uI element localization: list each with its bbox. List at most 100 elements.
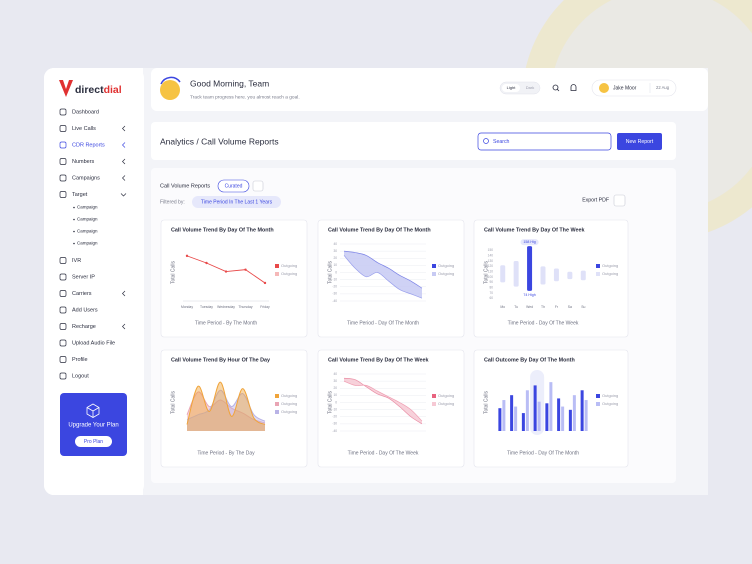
y-tick-label: -20 bbox=[332, 285, 337, 289]
nav-icon bbox=[59, 174, 67, 182]
nav-icon bbox=[59, 273, 67, 281]
nav-subitem[interactable]: Campaign bbox=[77, 217, 98, 222]
legend-swatch bbox=[275, 272, 279, 276]
legend-label: Outgoing bbox=[438, 393, 454, 398]
nav-icon bbox=[59, 257, 67, 264]
user-pill[interactable] bbox=[591, 79, 677, 97]
data-point bbox=[263, 281, 267, 285]
copy-icon[interactable] bbox=[252, 180, 264, 192]
annotation-label: 158 Hig bbox=[523, 240, 535, 244]
filter-value[interactable]: Time Period In The Last 1 Years bbox=[201, 199, 273, 205]
search-box-icon bbox=[483, 138, 489, 144]
bar bbox=[557, 398, 561, 431]
logo-mark bbox=[59, 80, 73, 97]
legend-label: Outgoing bbox=[602, 271, 618, 276]
card-title: Call Volume Trend By Day Of The Week bbox=[484, 227, 584, 233]
search-icon[interactable] bbox=[552, 84, 559, 91]
search-box[interactable] bbox=[477, 132, 612, 151]
nav-item[interactable]: Dashboard bbox=[72, 109, 99, 115]
nav-item[interactable]: Live Calls bbox=[72, 126, 96, 132]
upgrade-title: Upgrade Your Plan bbox=[68, 423, 118, 429]
filter-pill[interactable] bbox=[192, 196, 281, 208]
new-report-button[interactable] bbox=[617, 133, 662, 150]
cube-icon bbox=[86, 403, 100, 418]
y-tick-label: 150 bbox=[488, 248, 494, 252]
bell-icon[interactable] bbox=[570, 84, 577, 91]
data-point bbox=[224, 270, 228, 273]
annotation-label: 74 High bbox=[523, 293, 535, 297]
nav-item[interactable]: Carriers bbox=[72, 291, 92, 297]
y-tick-label: -40 bbox=[332, 429, 337, 433]
nav-item[interactable]: Server IP bbox=[72, 274, 95, 280]
y-axis-label: Total Calls bbox=[170, 390, 176, 414]
nav-item[interactable]: Numbers bbox=[72, 159, 95, 165]
range-bar bbox=[500, 265, 506, 283]
x-axis-label: Time Period - Day Of The Week bbox=[508, 320, 579, 326]
nav-item[interactable]: IVR bbox=[72, 258, 81, 264]
y-tick-label: 0 bbox=[335, 270, 337, 274]
legend-label: Outgoing bbox=[438, 401, 454, 406]
legend-swatch bbox=[275, 264, 279, 268]
nav-chevron bbox=[122, 290, 126, 297]
bar bbox=[561, 406, 565, 431]
export-label[interactable]: Export PDF bbox=[582, 197, 609, 203]
chart-card: Call Volume Trend By Day Of The Month Tot… bbox=[317, 219, 465, 338]
nav-item[interactable]: Campaigns bbox=[72, 175, 100, 181]
nav-subitem[interactable]: Campaign bbox=[77, 229, 98, 234]
nav-item[interactable]: CDR Reports bbox=[72, 142, 105, 148]
range-bar bbox=[513, 261, 519, 287]
legend-label: Outgoing bbox=[281, 393, 297, 398]
upgrade-button-label[interactable]: Pro Plan bbox=[84, 439, 103, 445]
highlight-band bbox=[530, 370, 545, 435]
theme-light[interactable]: Light bbox=[507, 85, 517, 90]
nav-icon bbox=[59, 141, 67, 149]
theme-knob bbox=[502, 84, 520, 92]
tag-label[interactable]: Curated bbox=[225, 183, 243, 189]
bar bbox=[521, 413, 525, 431]
nav-subitem[interactable]: Campaign bbox=[77, 205, 98, 210]
x-axis-label: Time Period - By The Month bbox=[195, 320, 257, 326]
theme-dark[interactable]: Dark bbox=[526, 85, 534, 90]
y-tick-label: 90 bbox=[489, 280, 493, 284]
legend-label: Outgoing bbox=[281, 401, 297, 406]
export-icon[interactable] bbox=[613, 194, 626, 207]
tag-pill[interactable] bbox=[217, 179, 250, 193]
nav-item[interactable]: Logout bbox=[72, 373, 89, 379]
y-tick-label: 130 bbox=[488, 259, 494, 263]
nav-item[interactable]: Upload Audio File bbox=[72, 340, 115, 346]
legend-label: Outgoing bbox=[438, 263, 454, 268]
y-tick-label: -30 bbox=[332, 422, 337, 426]
y-tick-label: -40 bbox=[332, 299, 337, 303]
upgrade-button[interactable] bbox=[75, 436, 112, 447]
y-tick-label: 80 bbox=[489, 286, 493, 290]
x-tick-label: Wednesday bbox=[217, 305, 235, 309]
y-tick-label: 120 bbox=[488, 264, 494, 268]
nav-subitem[interactable]: Campaign bbox=[77, 241, 98, 246]
y-axis-label: Total Calls bbox=[483, 260, 489, 284]
nav-chevron bbox=[122, 142, 126, 148]
legend-swatch bbox=[432, 272, 436, 276]
nav-item[interactable]: Profile bbox=[72, 357, 88, 363]
chart-card: Call Volume Trend By Day Of The Week Tota… bbox=[473, 219, 629, 338]
nav-item[interactable]: Recharge bbox=[72, 324, 96, 330]
bar bbox=[580, 390, 584, 431]
band-fill bbox=[344, 251, 422, 299]
bar bbox=[537, 401, 541, 431]
legend-label: Outgoing bbox=[438, 271, 454, 276]
legend-swatch bbox=[596, 272, 600, 276]
nav-chevron bbox=[120, 193, 127, 197]
search-placeholder[interactable]: Search bbox=[493, 139, 510, 145]
area-fill bbox=[187, 382, 265, 431]
search-icon-handle bbox=[557, 89, 560, 92]
nav-icon bbox=[59, 323, 67, 330]
new-report-label[interactable]: New Report bbox=[626, 139, 654, 145]
greeting-subtitle: Track team progress here. you almost rea… bbox=[190, 94, 300, 100]
nav-item[interactable]: Add Users bbox=[72, 307, 98, 313]
nav-item[interactable]: Target bbox=[72, 192, 88, 198]
nav-icon bbox=[59, 356, 67, 363]
card-bg bbox=[160, 349, 308, 468]
legend-swatch bbox=[275, 394, 279, 398]
area-line bbox=[186, 381, 266, 425]
x-tick-label: Thursday bbox=[238, 305, 252, 309]
